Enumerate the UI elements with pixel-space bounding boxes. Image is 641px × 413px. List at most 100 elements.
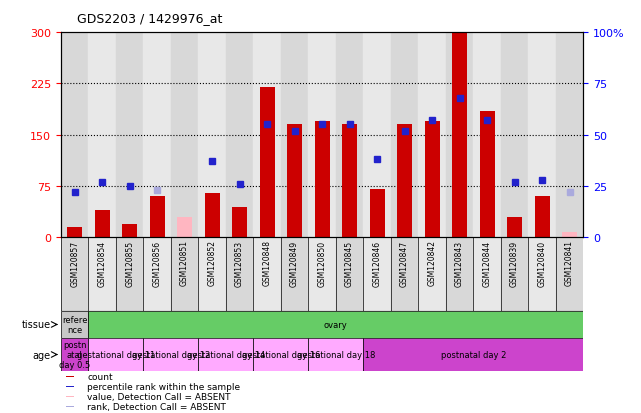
Bar: [397, 125, 412, 238]
Bar: [281, 238, 308, 311]
Bar: [61, 339, 88, 371]
Bar: [144, 238, 171, 311]
Bar: [198, 339, 253, 371]
Text: GSM120852: GSM120852: [208, 240, 217, 286]
Bar: [144, 339, 198, 371]
Bar: [528, 238, 556, 311]
Text: GSM120840: GSM120840: [538, 240, 547, 286]
Bar: [501, 238, 528, 311]
Bar: [342, 125, 357, 238]
Bar: [253, 33, 281, 238]
Bar: [232, 207, 247, 238]
Bar: [479, 112, 495, 238]
Bar: [473, 33, 501, 238]
Bar: [452, 33, 467, 238]
Bar: [287, 125, 302, 238]
Bar: [315, 122, 329, 238]
Bar: [535, 197, 549, 238]
Bar: [363, 33, 391, 238]
Bar: [66, 396, 74, 397]
Text: age: age: [32, 350, 51, 360]
Text: GSM120842: GSM120842: [428, 240, 437, 286]
Bar: [253, 238, 281, 311]
Text: gestational day 14: gestational day 14: [187, 350, 265, 359]
Text: gestational day 12: gestational day 12: [132, 350, 210, 359]
Bar: [308, 238, 336, 311]
Text: rank, Detection Call = ABSENT: rank, Detection Call = ABSENT: [87, 402, 226, 411]
Text: postnatal day 2: postnatal day 2: [440, 350, 506, 359]
Bar: [122, 224, 137, 238]
Text: ovary: ovary: [324, 320, 347, 329]
Bar: [177, 217, 192, 238]
Bar: [391, 238, 419, 311]
Text: GSM120839: GSM120839: [510, 240, 519, 286]
Bar: [226, 33, 253, 238]
Text: GSM120845: GSM120845: [345, 240, 354, 286]
Bar: [226, 238, 253, 311]
Bar: [556, 33, 583, 238]
Bar: [61, 33, 88, 238]
Text: GSM120844: GSM120844: [483, 240, 492, 286]
Bar: [391, 33, 419, 238]
Bar: [88, 33, 116, 238]
Text: postn
atal
day 0.5: postn atal day 0.5: [59, 340, 90, 370]
Text: GSM120843: GSM120843: [455, 240, 464, 286]
Bar: [198, 33, 226, 238]
Bar: [144, 33, 171, 238]
Bar: [507, 217, 522, 238]
Bar: [446, 238, 473, 311]
Text: GSM120848: GSM120848: [263, 240, 272, 286]
Bar: [88, 238, 116, 311]
Text: GSM120847: GSM120847: [400, 240, 409, 286]
Text: GSM120849: GSM120849: [290, 240, 299, 286]
Bar: [446, 33, 473, 238]
Bar: [149, 197, 165, 238]
Bar: [556, 238, 583, 311]
Bar: [260, 88, 275, 238]
Bar: [88, 339, 144, 371]
Text: GSM120853: GSM120853: [235, 240, 244, 286]
Bar: [528, 33, 556, 238]
Text: value, Detection Call = ABSENT: value, Detection Call = ABSENT: [87, 392, 231, 401]
Bar: [66, 386, 74, 387]
Bar: [204, 193, 220, 238]
Bar: [61, 311, 88, 339]
Text: GSM120841: GSM120841: [565, 240, 574, 286]
Bar: [308, 339, 363, 371]
Bar: [363, 238, 391, 311]
Bar: [419, 33, 446, 238]
Text: GSM120854: GSM120854: [97, 240, 106, 286]
Bar: [66, 376, 74, 377]
Text: refere
nce: refere nce: [62, 315, 87, 335]
Bar: [336, 238, 363, 311]
Bar: [61, 238, 88, 311]
Bar: [308, 33, 336, 238]
Text: gestational day 16: gestational day 16: [242, 350, 320, 359]
Text: GSM120850: GSM120850: [317, 240, 327, 286]
Bar: [66, 406, 74, 407]
Bar: [336, 33, 363, 238]
Text: percentile rank within the sample: percentile rank within the sample: [87, 382, 240, 391]
Text: GSM120855: GSM120855: [125, 240, 134, 286]
Text: GSM120857: GSM120857: [70, 240, 79, 286]
Bar: [67, 228, 82, 238]
Bar: [198, 238, 226, 311]
Text: GSM120851: GSM120851: [180, 240, 189, 286]
Text: gestational day 11: gestational day 11: [77, 350, 155, 359]
Text: GSM120856: GSM120856: [153, 240, 162, 286]
Bar: [116, 238, 144, 311]
Text: GDS2203 / 1429976_at: GDS2203 / 1429976_at: [77, 12, 222, 25]
Bar: [95, 210, 110, 238]
Bar: [473, 238, 501, 311]
Bar: [369, 190, 385, 238]
Text: GSM120846: GSM120846: [372, 240, 381, 286]
Bar: [424, 122, 440, 238]
Bar: [171, 238, 198, 311]
Bar: [562, 232, 577, 238]
Bar: [363, 339, 583, 371]
Bar: [501, 33, 528, 238]
Bar: [171, 33, 198, 238]
Bar: [281, 33, 308, 238]
Text: count: count: [87, 372, 113, 381]
Bar: [419, 238, 446, 311]
